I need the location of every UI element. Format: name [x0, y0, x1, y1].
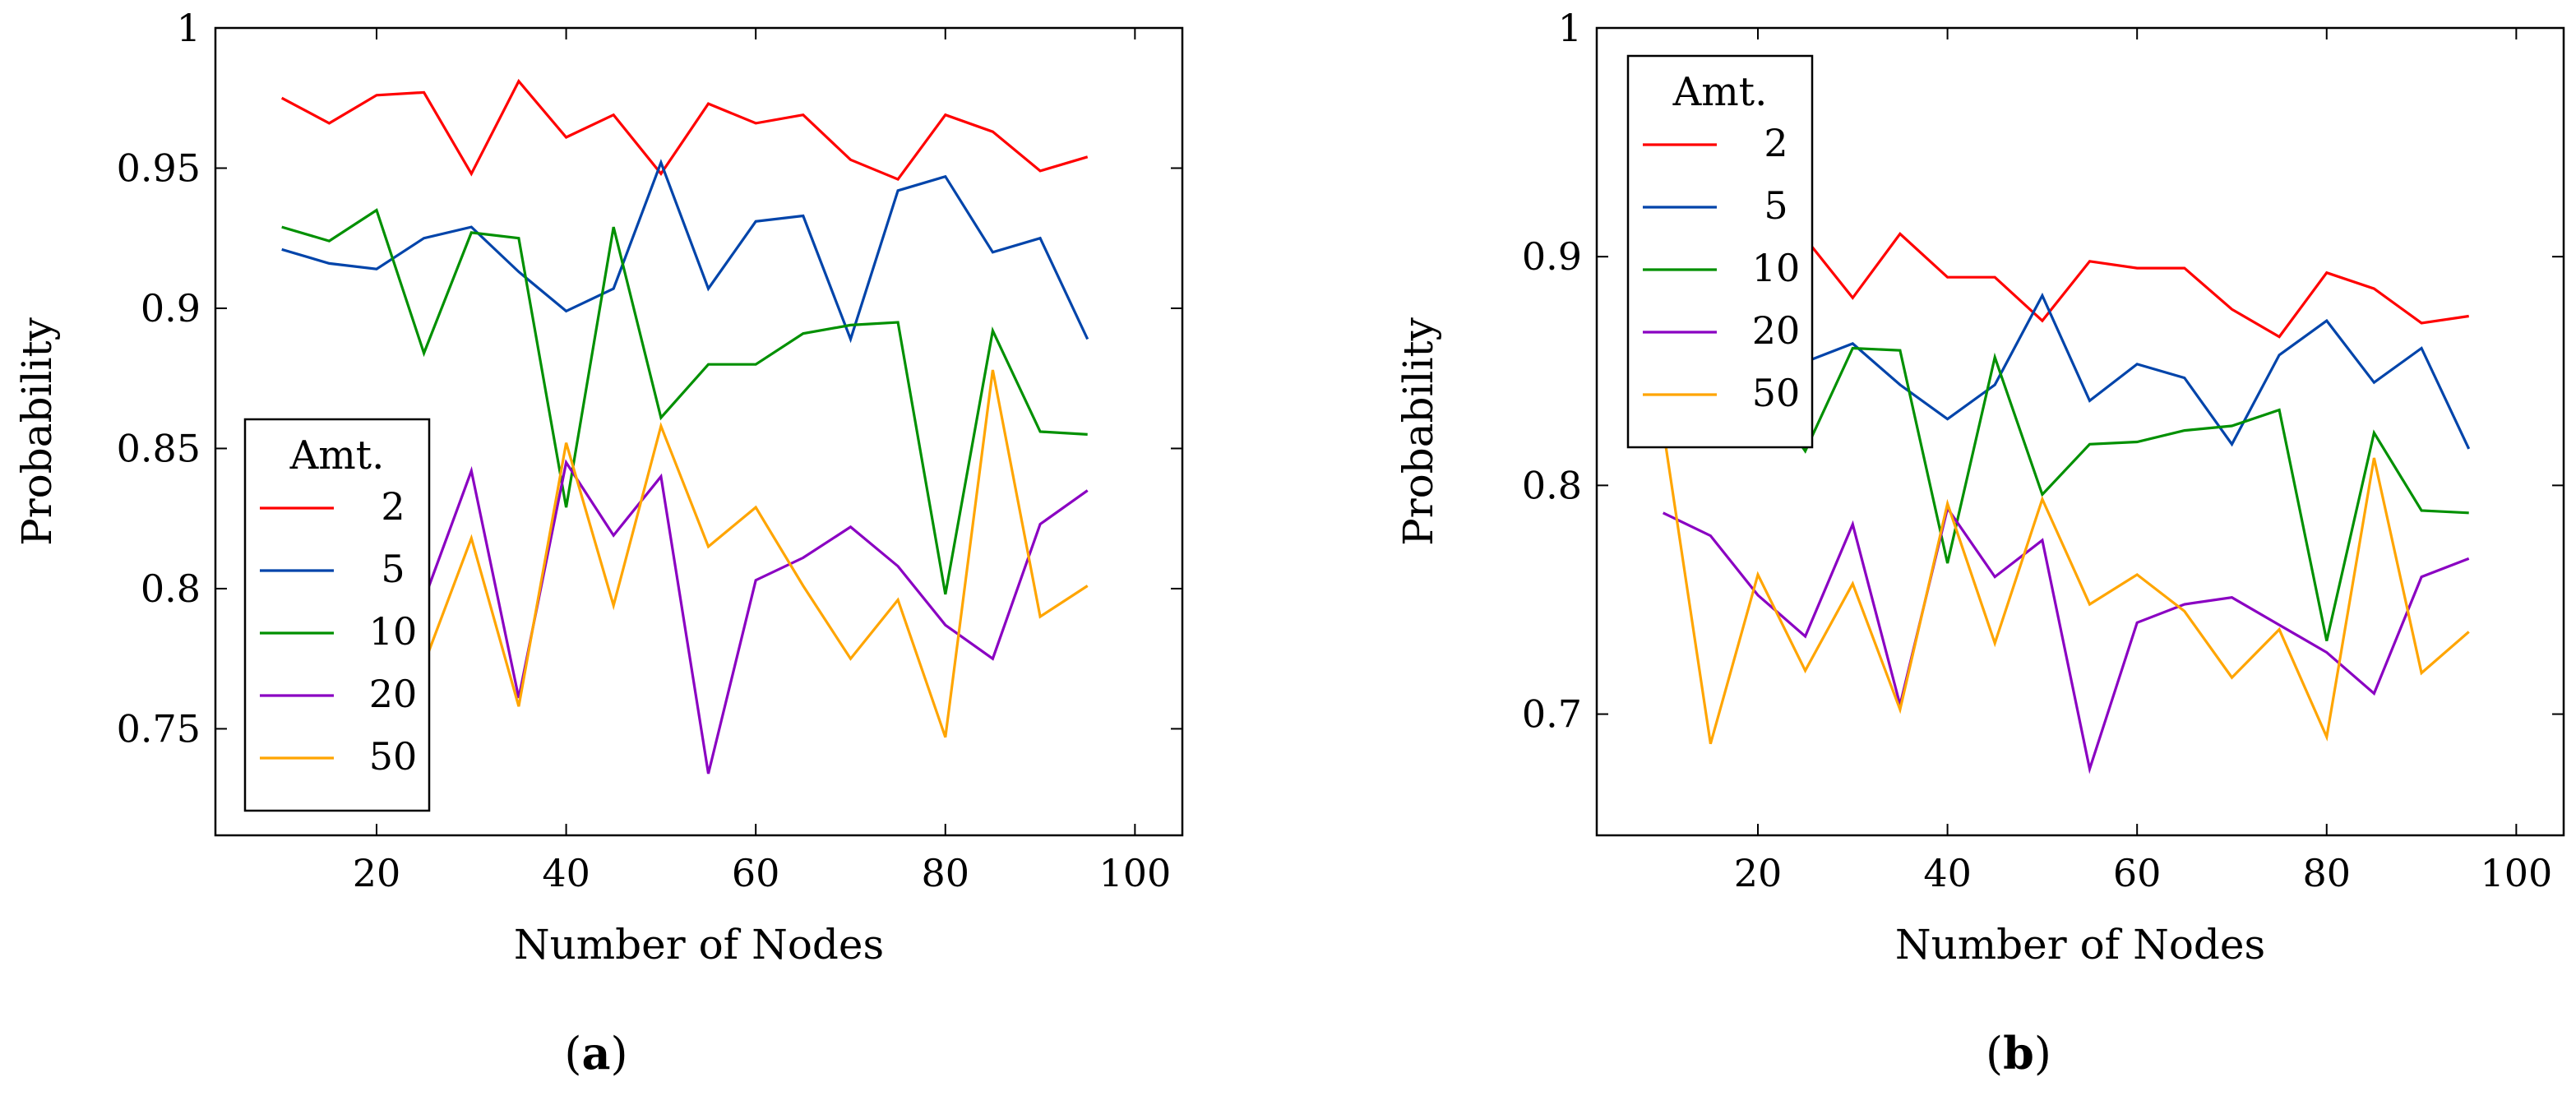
series-line-10 — [281, 208, 1088, 595]
chart-panel-a: 20 40 60 80 100 0.75 0.8 0.85 0.9 0.95 1 Number of … — [13, 6, 1184, 1080]
legend: Amt. 2 5 10 20 50 — [1626, 54, 1814, 449]
legend: Amt. 2 5 10 20 50 — [243, 418, 431, 812]
legend-label-50: 50 — [369, 734, 418, 779]
y-tick-label: 0.85 — [117, 426, 201, 470]
legend-box — [243, 418, 431, 812]
y-tick-label: 0.8 — [1522, 463, 1582, 507]
x-axis-title: Number of Nodes — [514, 921, 884, 969]
legend-label-10: 10 — [369, 609, 418, 654]
legend-label-10: 10 — [1752, 246, 1801, 290]
series-line-2 — [280, 78, 1089, 182]
legend-label-2: 2 — [1764, 121, 1787, 165]
legend-label-50: 50 — [1752, 371, 1801, 415]
y-axis-title: Probability — [13, 317, 61, 546]
x-tick-label: 80 — [2302, 851, 2351, 895]
legend-label-2: 2 — [381, 484, 405, 529]
y-tick-label: 0.8 — [141, 566, 201, 611]
legend-label-5: 5 — [381, 547, 405, 591]
series-line-50 — [1662, 428, 2470, 745]
y-tick-label: 0.9 — [141, 286, 201, 331]
panel-label: (b) — [1986, 1027, 2051, 1080]
x-tick-label: 100 — [1098, 851, 1171, 895]
y-tick-label: 0.95 — [117, 146, 201, 190]
series-line-20 — [1663, 505, 2470, 774]
x-tick-label: 60 — [732, 851, 780, 895]
y-tick-label: 1 — [177, 6, 201, 50]
legend-box — [1626, 54, 1814, 449]
legend-label-20: 20 — [1752, 308, 1801, 353]
y-tick-label: 1 — [1558, 6, 1582, 50]
plot-frame — [1595, 26, 2565, 837]
series-line-5 — [281, 159, 1089, 344]
legend-label-20: 20 — [369, 672, 418, 716]
y-axis-title: Probability — [1394, 317, 1442, 546]
x-tick-label: 40 — [1923, 851, 1972, 895]
panel-label: (a) — [564, 1027, 627, 1080]
plot-frame — [214, 26, 1184, 837]
y-tick-label: 0.9 — [1522, 234, 1582, 279]
x-tick-label: 20 — [1734, 851, 1783, 895]
x-tick-label: 100 — [2480, 851, 2552, 895]
x-tick-label: 20 — [353, 851, 401, 895]
legend-label-5: 5 — [1764, 183, 1787, 228]
x-tick-label: 60 — [2113, 851, 2162, 895]
x-tick-label: 80 — [921, 851, 969, 895]
x-tick-label: 40 — [542, 851, 590, 895]
y-tick-label: 0.75 — [117, 706, 201, 751]
legend-title: Amt. — [289, 432, 385, 479]
legend-title: Amt. — [1672, 69, 1768, 115]
x-axis-title: Number of Nodes — [1895, 921, 2265, 969]
y-tick-label: 0.7 — [1522, 692, 1582, 737]
chart-panel-b: 20 40 60 80 100 0.7 0.8 0.9 1 Number of Nodes Prob… — [1394, 6, 2565, 1080]
